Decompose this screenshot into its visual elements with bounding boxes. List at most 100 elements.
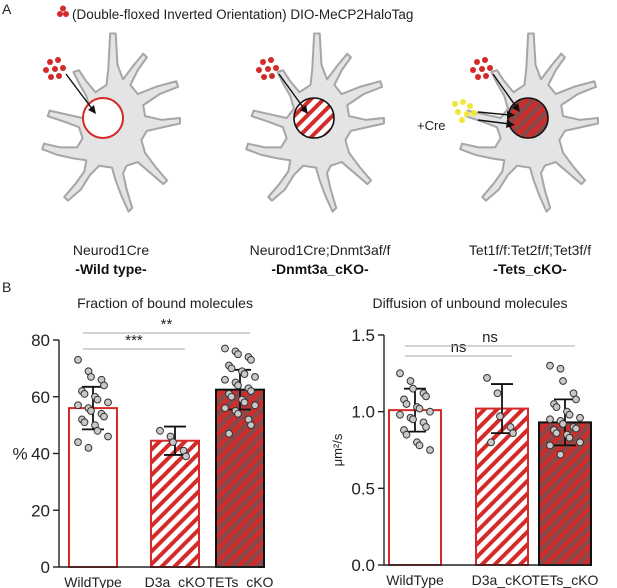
data-point (251, 372, 259, 381)
data-point (422, 423, 430, 431)
y-tick-label: 80 (31, 331, 50, 350)
neuron-dnmt3a (245, 32, 386, 213)
bar-TETs_cKO (215, 388, 265, 568)
significance-label: *** (125, 332, 143, 349)
y-tick-label: 20 (31, 501, 50, 520)
data-point (559, 420, 567, 428)
data-point (100, 381, 108, 390)
data-point (240, 398, 249, 407)
chart-bound-fraction: Fraction of bound molecules 0 20 40 60 80% Wil… (12, 295, 273, 588)
chart-unbound-diffusion: Diffusion of unbound molecules 0.0 0.5 1.0 1… (330, 295, 599, 588)
bar-D3a_cKO (150, 439, 200, 569)
data-point (402, 400, 411, 408)
data-point (559, 377, 567, 385)
bar-WildType (388, 409, 442, 566)
x-tick-label: D3a_cKO (472, 572, 533, 588)
data-point (169, 438, 177, 447)
cluster-dots (470, 57, 493, 80)
data-point (80, 390, 89, 398)
data-point (74, 401, 82, 410)
data-point (546, 441, 554, 450)
data-point (227, 392, 236, 401)
significance-label: ns (451, 339, 467, 356)
caption-1-line2: -Wild type- (75, 261, 147, 277)
data-point (221, 344, 229, 353)
x-tick-label: D3a_cKO (145, 574, 206, 588)
data-point (483, 374, 491, 382)
significance-label: ns (482, 329, 498, 346)
data-point (565, 433, 574, 442)
cluster-dots (43, 57, 66, 80)
data-point (221, 375, 229, 384)
y-tick-label: 40 (31, 445, 50, 464)
data-point (84, 443, 93, 452)
x-tick-label: WildType (64, 574, 122, 588)
x-tick-label: TETs_cKO (207, 574, 274, 588)
chart-title: Fraction of bound molecules (77, 295, 253, 311)
panel-a-label: A (2, 1, 12, 17)
caption-2-line1: Neurod1Cre;Dnmt3af/f (250, 242, 391, 258)
data-point (227, 364, 236, 373)
data-point (572, 424, 580, 433)
x-tick-label: TETs_cKO (532, 572, 599, 588)
data-point (93, 426, 102, 435)
data-point (396, 369, 404, 378)
data-point (572, 395, 580, 404)
data-point (556, 450, 565, 459)
x-tick-label: WildType (386, 572, 444, 588)
neuron-wild-type (41, 32, 182, 213)
data-point (74, 355, 82, 364)
data-point (552, 403, 561, 411)
legend-text: (Double-floxed Inverted Orientation) DIO… (72, 7, 413, 22)
data-point (402, 430, 411, 439)
data-point (87, 407, 95, 415)
data-point (247, 355, 255, 364)
data-point (406, 377, 415, 385)
data-point (493, 389, 502, 398)
y-axis-label: μm²/s (330, 433, 345, 466)
y-tick-label: 0 (41, 558, 50, 577)
cre-label: +Cre (417, 118, 446, 133)
data-point (546, 415, 554, 424)
y-axis-label: % (12, 445, 27, 464)
data-point (87, 372, 95, 381)
data-point (426, 446, 434, 454)
data-point (409, 384, 417, 393)
panel-b-label: B (2, 279, 11, 295)
data-point (93, 395, 102, 404)
data-point (182, 452, 190, 461)
data-point (409, 415, 417, 424)
data-point (104, 398, 112, 407)
data-point (225, 429, 233, 438)
data-point (415, 441, 424, 450)
data-point (487, 438, 495, 447)
data-point (100, 412, 108, 421)
data-point (509, 429, 517, 438)
caption-1-line1: Neurod1Cre (73, 242, 149, 258)
y-tick-label: 0.5 (351, 479, 375, 498)
data-point (556, 364, 565, 373)
data-point (422, 392, 430, 401)
data-point (576, 438, 584, 447)
data-point (426, 407, 434, 416)
data-point (240, 370, 249, 378)
data-point (552, 429, 561, 438)
chart-title: Diffusion of unbound molecules (372, 295, 567, 311)
data-point (234, 350, 242, 359)
data-point (221, 404, 229, 413)
data-point (546, 361, 554, 370)
data-point (104, 432, 112, 441)
y-tick-label: 1.0 (351, 403, 375, 422)
cluster-dots (256, 57, 279, 80)
data-point (80, 418, 89, 427)
data-point (234, 381, 242, 390)
caption-3-line1: Tet1f/f:Tet2f/f;Tet3f/f (469, 242, 591, 258)
caption-3-line2: -Tets_cKO- (493, 261, 567, 277)
data-point (234, 409, 242, 418)
data-point (565, 410, 574, 419)
data-point (576, 413, 584, 422)
neuron-tets: +Cre (417, 32, 600, 213)
arrow (65, 73, 94, 111)
y-tick-label: 1.5 (351, 326, 375, 345)
